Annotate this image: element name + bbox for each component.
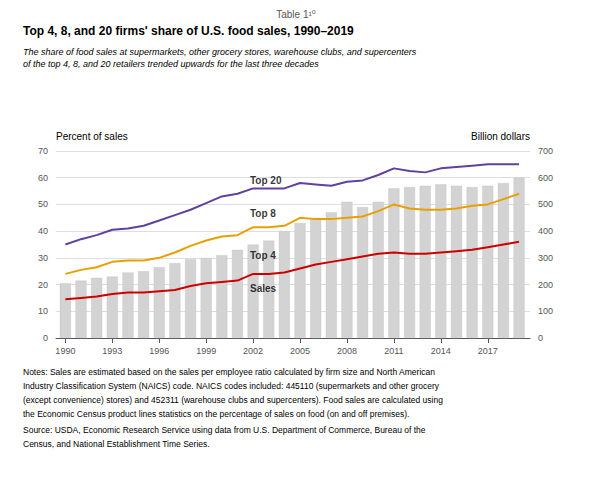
svg-text:Industry Classification System: Industry Classification System (NAICS) c… [23, 381, 440, 391]
svg-text:Percent of sales: Percent of sales [56, 131, 128, 142]
svg-text:10: 10 [38, 306, 48, 316]
svg-text:Top 8: Top 8 [250, 208, 276, 219]
svg-text:The share of food sales at sup: The share of food sales at supermarkets,… [23, 47, 417, 57]
svg-text:1999: 1999 [196, 346, 216, 356]
svg-text:Billion dollars: Billion dollars [471, 131, 530, 142]
svg-text:2002: 2002 [243, 346, 263, 356]
svg-text:Notes: Sales are estimated bas: Notes: Sales are estimated based on the … [23, 367, 435, 377]
svg-text:40: 40 [38, 226, 48, 236]
svg-text:500: 500 [538, 199, 553, 209]
svg-text:300: 300 [538, 253, 553, 263]
svg-text:Source: USDA, Economic Researc: Source: USDA, Economic Research Service … [23, 425, 426, 435]
svg-text:2005: 2005 [290, 346, 310, 356]
svg-text:600: 600 [538, 173, 553, 183]
svg-text:2014: 2014 [431, 346, 451, 356]
svg-text:1990: 1990 [55, 346, 75, 356]
svg-text:Census, and National Establish: Census, and National Establishment Time … [23, 439, 210, 449]
svg-text:0: 0 [538, 333, 543, 343]
svg-text:50: 50 [38, 199, 48, 209]
svg-text:20: 20 [38, 280, 48, 290]
svg-text:the Economic Census product li: the Economic Census product lines statis… [23, 409, 409, 419]
svg-text:Table 1¹⁰: Table 1¹⁰ [276, 9, 316, 20]
svg-text:2011: 2011 [384, 346, 403, 356]
svg-text:Top 20: Top 20 [250, 175, 282, 186]
svg-text:400: 400 [538, 226, 553, 236]
svg-text:1993: 1993 [102, 346, 122, 356]
svg-text:Top 4, 8, and 20 firms' share: Top 4, 8, and 20 firms' share of U.S. fo… [23, 24, 354, 38]
svg-text:2008: 2008 [337, 346, 357, 356]
svg-text:Sales: Sales [250, 283, 277, 294]
svg-text:60: 60 [38, 173, 48, 183]
svg-text:200: 200 [538, 280, 553, 290]
svg-text:1996: 1996 [149, 346, 169, 356]
svg-text:of the top 4, 8, and 20 retail: of the top 4, 8, and 20 retailers trende… [23, 59, 319, 69]
svg-text:70: 70 [38, 146, 48, 156]
svg-text:(except convenience) stores) a: (except convenience) stores) and 452311 … [23, 395, 443, 405]
svg-text:0: 0 [43, 333, 48, 343]
svg-text:700: 700 [538, 146, 553, 156]
svg-text:100: 100 [538, 306, 553, 316]
svg-text:30: 30 [38, 253, 48, 263]
svg-text:Top 4: Top 4 [250, 250, 276, 261]
svg-text:2017: 2017 [478, 346, 498, 356]
